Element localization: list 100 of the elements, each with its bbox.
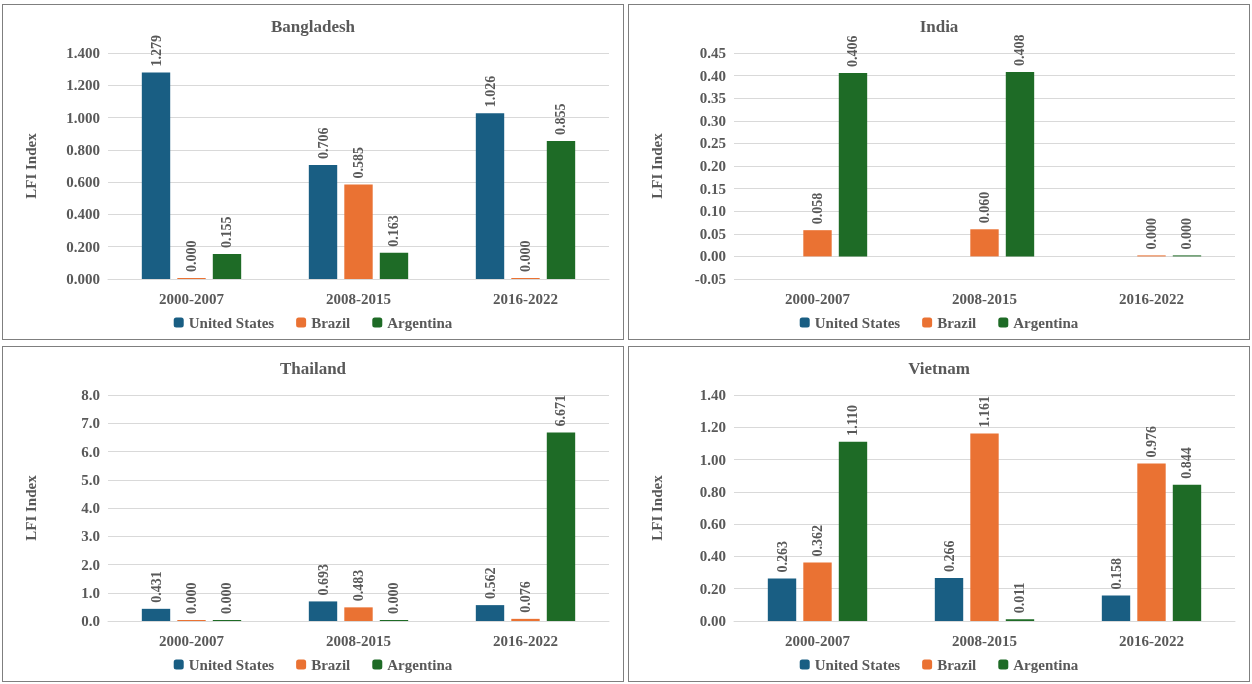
y-tick-label: 1.20 [699,419,726,436]
y-tick-label: 0.40 [699,548,726,565]
y-tick-label: 3.0 [81,528,100,545]
y-tick-label: 8.0 [81,387,100,403]
y-axis-title: LFI Index [22,474,39,541]
x-tick-label: 2000-2007 [785,632,851,649]
legend-label: Brazil [311,656,351,673]
bar [803,562,832,621]
x-tick-label: 2016-2022 [1119,632,1184,649]
data-label: 0.000 [1179,217,1195,250]
bar [546,432,576,621]
y-tick-label: 0.400 [66,206,100,223]
bar [475,113,505,279]
y-tick-label: 1.400 [66,45,100,61]
y-axis-title: LFI Index [22,132,39,199]
x-tick-label: 2000-2007 [785,290,851,307]
data-label: 0.266 [941,540,957,573]
bar [1137,463,1166,621]
legend-label: Brazil [937,314,977,331]
y-tick-label: -0.05 [694,271,726,287]
x-tick-label: 2008-2015 [952,632,1017,649]
y-tick-label: 2.0 [81,556,100,573]
data-label: 0.000 [219,582,235,614]
bar [1005,71,1035,257]
bar [511,618,540,621]
y-tick-label: 0.40 [699,67,726,84]
data-label: 0.011 [1012,582,1028,614]
data-label: 0.000 [184,240,199,272]
data-label: 0.158 [1108,557,1124,590]
data-label: 0.076 [518,581,533,613]
data-label: 0.060 [977,191,992,224]
y-tick-label: 1.40 [699,387,726,403]
bar [838,441,868,621]
data-label: 1.026 [482,75,498,108]
bar [934,578,964,621]
data-label: 0.585 [351,147,366,179]
legend-label: Argentina [1013,314,1079,331]
y-tick-label: 6.0 [81,443,100,460]
x-tick-label: 2000-2007 [159,632,225,649]
data-label: 0.483 [351,569,366,602]
y-tick-label: 0.05 [699,225,726,242]
data-label: 0.362 [810,525,825,557]
y-tick-label: 0.0 [81,613,100,629]
data-label: 0.155 [219,216,235,248]
y-tick-label: 0.45 [699,45,726,61]
y-tick-label: 5.0 [81,471,100,488]
data-label: 1.279 [148,35,164,67]
data-label: 0.844 [1179,447,1195,479]
data-label: 0.000 [184,582,199,614]
legend-label: United States [814,656,901,673]
y-tick-label: 1.0 [81,584,100,601]
y-tick-label: 0.25 [699,135,726,152]
data-label: 0.000 [518,240,533,272]
bar [838,72,868,257]
y-tick-label: 7.0 [81,415,100,432]
y-tick-label: 0.15 [699,180,726,197]
bar [344,184,373,279]
bar [970,433,999,621]
x-tick-label: 2016-2022 [1119,290,1184,307]
chart-title: Thailand [279,359,347,378]
x-tick-label: 2008-2015 [326,290,391,307]
y-tick-label: 0.30 [699,112,726,129]
data-label: 1.161 [977,396,992,428]
data-label: 0.855 [553,103,569,135]
y-tick-label: 0.10 [699,203,726,220]
x-tick-label: 2016-2022 [493,290,558,307]
bar [546,140,576,279]
legend-label: United States [814,314,901,331]
bar [212,253,242,279]
y-tick-label: 0.00 [699,613,726,629]
y-tick-label: 0.000 [66,271,100,287]
x-tick-label: 2016-2022 [493,632,558,649]
y-tick-label: 1.000 [66,109,100,126]
y-tick-label: 4.0 [81,500,100,516]
legend-label: Brazil [937,656,977,673]
x-tick-label: 2000-2007 [159,290,225,307]
y-tick-label: 0.35 [699,90,726,107]
data-label: 0.693 [315,563,331,596]
bar [475,605,505,621]
bar [141,72,171,279]
data-label: 6.671 [553,395,569,427]
bar [308,165,338,279]
y-tick-label: 1.200 [66,77,100,94]
y-tick-label: 0.20 [699,580,726,597]
y-axis-title: LFI Index [648,474,665,541]
data-label: 0.408 [1012,34,1028,66]
chart-title: India [919,17,959,36]
y-tick-label: 0.600 [66,174,100,191]
legend-label: Argentina [387,656,453,673]
bar [767,578,797,621]
data-label: 0.406 [845,35,861,67]
y-tick-label: 0.20 [699,158,726,174]
y-tick-label: 0.00 [699,248,726,265]
data-label: 0.706 [315,127,331,160]
data-label: 0.000 [386,582,402,614]
bar [1172,484,1202,621]
x-tick-label: 2008-2015 [326,632,391,649]
bar [344,607,373,621]
bar [141,608,171,621]
y-tick-label: 0.200 [66,238,100,255]
